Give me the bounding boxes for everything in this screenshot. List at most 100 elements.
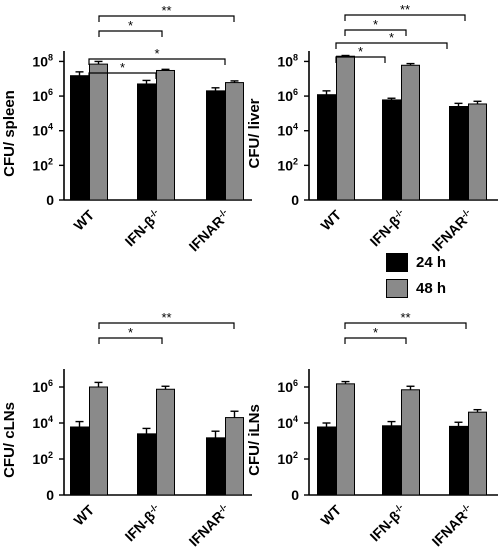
bar-24h-3 <box>449 425 468 496</box>
significance-bracket <box>344 337 407 344</box>
significance-bracket <box>344 29 407 36</box>
significance-bracket <box>335 42 448 49</box>
bar-48h-3 <box>468 411 487 496</box>
category-label: WT <box>317 501 344 528</box>
bar-48h-2 <box>401 389 420 496</box>
significance-bracket <box>344 322 467 329</box>
significance-label: ** <box>400 310 410 325</box>
significance-label: ** <box>161 3 171 18</box>
bar-48h-2 <box>401 64 420 201</box>
significance-bracket <box>88 58 226 65</box>
legend-swatch-48h <box>386 278 408 298</box>
y-tick-label: 0 <box>291 192 299 208</box>
y-tick-label-exponent: 4 <box>48 414 53 424</box>
significance-bracket <box>88 72 157 79</box>
y-tick-label: 10 <box>32 157 48 173</box>
y-tick-label: 10 <box>32 53 48 69</box>
bar-48h-2 <box>156 388 175 496</box>
bar-24h-2 <box>382 99 401 201</box>
significance-label: ** <box>161 310 171 325</box>
y-tick-label: 10 <box>32 451 48 467</box>
y-tick-label-exponent: 8 <box>48 52 53 62</box>
category-label: IFNAR-/- <box>186 502 234 550</box>
category-label-superscript: -/- <box>392 502 405 515</box>
bar-24h-2 <box>137 83 156 201</box>
y-tick-label: 0 <box>46 487 54 503</box>
legend-label-48h: 48 h <box>416 279 447 297</box>
category-label: IFN-β-/- <box>122 502 165 545</box>
bar-24h-1 <box>70 75 89 201</box>
y-tick-label-exponent: 6 <box>48 378 53 388</box>
bar-24h-1 <box>70 426 89 496</box>
bar-24h-3 <box>449 105 468 201</box>
y-tick-label: 10 <box>277 415 293 431</box>
significance-bracket <box>98 30 163 37</box>
y-tick-label: 0 <box>291 487 299 503</box>
legend-item-24h: 24 h <box>386 249 446 275</box>
bar-24h-1 <box>317 426 336 496</box>
category-label: IFN-β-/- <box>367 207 410 250</box>
y-tick-label-exponent: 4 <box>48 122 53 132</box>
category-label-superscript: -/- <box>459 502 472 515</box>
category-label: IFNAR-/- <box>186 207 234 255</box>
bar-48h-1 <box>89 63 108 201</box>
y-tick-label: 10 <box>277 53 293 69</box>
bar-48h-3 <box>225 82 244 201</box>
y-tick-label: 10 <box>32 379 48 395</box>
bar-48h-2 <box>156 69 175 201</box>
y-tick-label-exponent: 2 <box>293 156 298 166</box>
y-tick-label: 10 <box>32 88 48 104</box>
y-tick-label-exponent: 6 <box>48 87 53 97</box>
legend-swatch-24h <box>386 252 408 272</box>
bar-48h-3 <box>468 103 487 201</box>
y-tick-label-exponent: 2 <box>293 450 298 460</box>
significance-bracket <box>344 14 466 21</box>
significance-label: * <box>389 30 394 45</box>
significance-label: * <box>373 325 378 340</box>
y-axis-title: CFU/ iLNs <box>246 404 263 476</box>
bar-48h-1 <box>89 386 108 496</box>
y-tick-label: 10 <box>277 123 293 139</box>
significance-bracket <box>335 56 386 63</box>
category-label: IFN-β-/- <box>367 502 410 545</box>
category-label-superscript: -/- <box>147 207 160 220</box>
significance-label: * <box>120 60 125 75</box>
category-label-superscript: -/- <box>216 207 229 220</box>
significance-label: * <box>358 44 363 59</box>
y-tick-label: 10 <box>277 88 293 104</box>
y-axis-title: CFU/ spleen <box>1 90 18 177</box>
category-label-superscript: -/- <box>216 502 229 515</box>
significance-label: ** <box>400 2 410 17</box>
significance-label: * <box>154 46 159 61</box>
y-tick-label: 10 <box>32 415 48 431</box>
y-tick-label-exponent: 2 <box>48 450 53 460</box>
significance-label: * <box>128 325 133 340</box>
y-tick-label: 10 <box>277 379 293 395</box>
bar-24h-3 <box>206 437 225 496</box>
y-tick-label-exponent: 6 <box>293 87 298 97</box>
category-label: WT <box>70 501 97 528</box>
bar-48h-3 <box>225 417 244 496</box>
significance-label: * <box>373 17 378 32</box>
y-tick-label-exponent: 2 <box>48 156 53 166</box>
category-label-superscript: -/- <box>459 207 472 220</box>
category-label: IFNAR-/- <box>429 207 477 255</box>
y-axis-title: CFU/ cLNs <box>1 402 18 478</box>
legend-label-24h: 24 h <box>416 253 447 271</box>
category-label-superscript: -/- <box>392 207 405 220</box>
significance-bracket <box>98 322 235 329</box>
bar-24h-2 <box>382 425 401 496</box>
significance-bracket <box>98 15 235 22</box>
category-label: IFNAR-/- <box>429 502 477 550</box>
bar-24h-3 <box>206 90 225 201</box>
y-tick-label-exponent: 4 <box>293 414 298 424</box>
y-tick-label-exponent: 6 <box>293 378 298 388</box>
bar-48h-1 <box>336 383 355 496</box>
category-label-superscript: -/- <box>147 502 160 515</box>
bar-24h-1 <box>317 94 336 201</box>
y-tick-label: 10 <box>32 123 48 139</box>
